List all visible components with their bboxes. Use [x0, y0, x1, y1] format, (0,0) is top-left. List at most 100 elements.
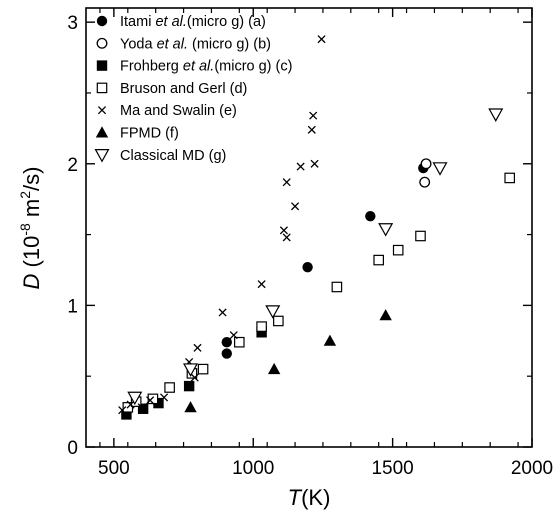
series-7: [127, 108, 504, 406]
y-tick-label: 1: [67, 296, 78, 317]
legend-label: Frohberg et al.(micro g) (c): [120, 59, 292, 75]
data-point: [137, 403, 146, 412]
y-tick-label: 0: [67, 438, 78, 459]
data-point: [218, 308, 227, 317]
x-axis-title: T(K): [288, 485, 331, 510]
data-point: [419, 176, 431, 188]
y-axis-unit-part: 2: [17, 191, 33, 199]
data-point: [282, 233, 291, 242]
data-point: [257, 280, 266, 289]
data-point: [378, 223, 394, 237]
data-point: [365, 210, 376, 222]
data-point: [221, 337, 232, 348]
data-point: [488, 108, 504, 122]
legend-marker: [97, 106, 107, 115]
data-point: [164, 382, 175, 393]
legend-item: Ma and Swalin (e): [97, 103, 237, 119]
y-axis-title: D (10-8 m2/s): [17, 167, 44, 290]
y-axis-symbol: D: [19, 267, 44, 289]
data-point: [415, 230, 426, 242]
y-tick-label: 3: [67, 13, 78, 34]
data-point: [296, 162, 305, 171]
data-point: [146, 396, 155, 405]
legend-item: Frohberg et al.(micro g) (c): [96, 59, 292, 75]
data-point: [310, 159, 319, 168]
y-tick-label: 2: [67, 155, 78, 176]
legend-item: Classical MD (g): [94, 148, 226, 164]
legend-item: FPMD (f): [95, 126, 179, 142]
legend-label: Classical MD (g): [120, 148, 226, 164]
data-point: [331, 281, 343, 293]
y-axis-unit-part: -8: [17, 223, 33, 236]
data-point: [302, 261, 313, 273]
data-point: [193, 343, 202, 352]
legend-item: Yoda et al. (micro g) (b): [96, 36, 271, 52]
plot-frame: [85, 7, 533, 448]
legend-label: Bruson and Gerl (d): [120, 81, 247, 97]
series-6: [184, 309, 392, 413]
data-point: [159, 393, 169, 402]
data-point: [504, 172, 515, 184]
series-4: [122, 172, 515, 413]
x-tick-label: 500: [98, 458, 130, 479]
legend-item: Bruson and Gerl (d): [96, 81, 247, 97]
data-point: [256, 327, 267, 338]
legend-label: Itami et al.(micro g) (a): [120, 14, 266, 30]
data-point: [184, 401, 197, 413]
legend-item: Itami et al.(micro g) (a): [96, 14, 266, 30]
legend-label: Ma and Swalin (e): [120, 103, 237, 119]
data-point: [126, 400, 135, 409]
data-point: [317, 35, 326, 44]
data-point: [256, 321, 267, 332]
legend: Itami et al.(micro g) (a) Yoda et al. (mi…: [94, 14, 292, 164]
data-point: [183, 380, 195, 392]
data-point: [190, 373, 199, 382]
series-1: [221, 162, 429, 359]
data-point: [197, 363, 209, 375]
data-point: [265, 305, 281, 319]
x-tick-label: 1000: [232, 458, 274, 479]
data-point: [273, 315, 284, 327]
data-point: [267, 362, 281, 375]
y-axis: 0 1 2 3: [67, 13, 532, 459]
data-point: [432, 162, 448, 176]
legend-marker: [96, 15, 108, 27]
series-2: [419, 158, 432, 188]
data-point: [373, 254, 384, 266]
data-point: [307, 125, 316, 134]
legend-label: FPMD (f): [120, 126, 179, 142]
x-tick-label: 2000: [511, 458, 553, 479]
x-axis-unit: (K): [301, 485, 330, 510]
data-point: [279, 226, 288, 235]
data-point: [183, 363, 199, 377]
data-point: [127, 391, 143, 406]
legend-marker: [96, 37, 108, 49]
data-point: [234, 336, 245, 348]
x-axis: 500 1000 1500 2000: [98, 8, 553, 479]
legend-marker: [96, 60, 108, 71]
legend-marker: [96, 82, 108, 94]
data-point: [121, 409, 132, 420]
data-point: [291, 202, 300, 211]
data-point: [229, 331, 238, 340]
data-point: [392, 244, 404, 256]
series-5: [118, 35, 326, 415]
legend-marker: [94, 149, 110, 163]
data-point: [379, 309, 392, 321]
data-point: [309, 111, 318, 120]
data-point: [420, 158, 432, 170]
data-point: [282, 178, 291, 187]
y-axis-unit-part: /s): [19, 167, 44, 191]
y-axis-unit-part: (10: [19, 236, 44, 268]
legend-marker: [95, 126, 109, 138]
x-axis-symbol: T: [288, 485, 303, 510]
data-point: [323, 334, 337, 346]
y-axis-unit-part: m: [19, 199, 44, 223]
data-point: [153, 397, 164, 409]
x-tick-label: 1500: [371, 458, 413, 479]
data-point: [221, 348, 232, 359]
legend-label: Yoda et al. (micro g) (b): [120, 36, 271, 52]
data-point: [118, 406, 127, 415]
